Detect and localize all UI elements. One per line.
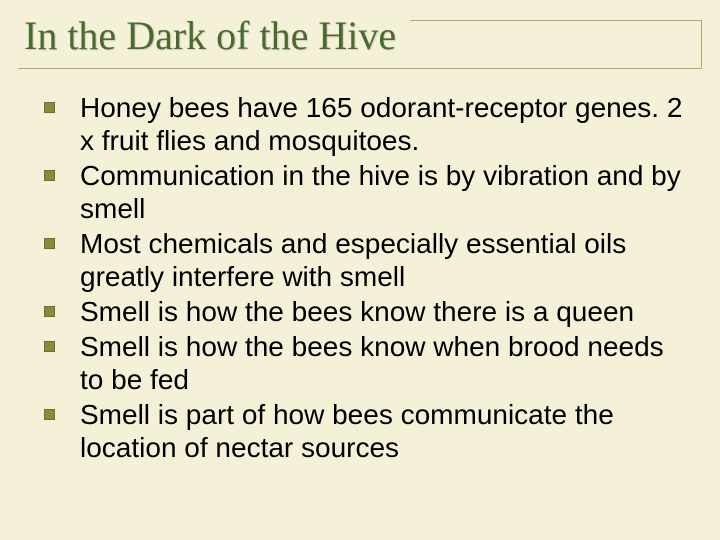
list-item: Honey bees have 165 odorant-receptor gen… [44, 91, 690, 157]
title-area: In the Dark of the Hive [18, 12, 702, 63]
square-bullet-icon [44, 238, 55, 249]
list-item: Most chemicals and especially essential … [44, 227, 690, 293]
bullet-text: Honey bees have 165 odorant-receptor gen… [80, 92, 682, 156]
square-bullet-icon [44, 409, 55, 420]
slide: In the Dark of the Hive Honey bees have … [0, 0, 720, 540]
slide-title: In the Dark of the Hive [18, 12, 410, 59]
square-bullet-icon [44, 306, 55, 317]
bullet-text: Smell is part of how bees communicate th… [80, 399, 614, 463]
bullet-list: Honey bees have 165 odorant-receptor gen… [44, 91, 690, 464]
bullet-text: Most chemicals and especially essential … [80, 228, 626, 292]
square-bullet-icon [44, 102, 55, 113]
title-rule-bottom [18, 68, 702, 69]
slide-body: Honey bees have 165 odorant-receptor gen… [18, 91, 702, 464]
list-item: Smell is how the bees know when brood ne… [44, 330, 690, 396]
bullet-text: Smell is how the bees know there is a qu… [80, 296, 634, 327]
square-bullet-icon [44, 341, 55, 352]
bullet-text: Communication in the hive is by vibratio… [80, 160, 681, 224]
title-rule-right [701, 20, 702, 69]
bullet-text: Smell is how the bees know when brood ne… [80, 331, 664, 395]
list-item: Smell is how the bees know there is a qu… [44, 295, 690, 328]
square-bullet-icon [44, 170, 55, 181]
list-item: Communication in the hive is by vibratio… [44, 159, 690, 225]
list-item: Smell is part of how bees communicate th… [44, 398, 690, 464]
